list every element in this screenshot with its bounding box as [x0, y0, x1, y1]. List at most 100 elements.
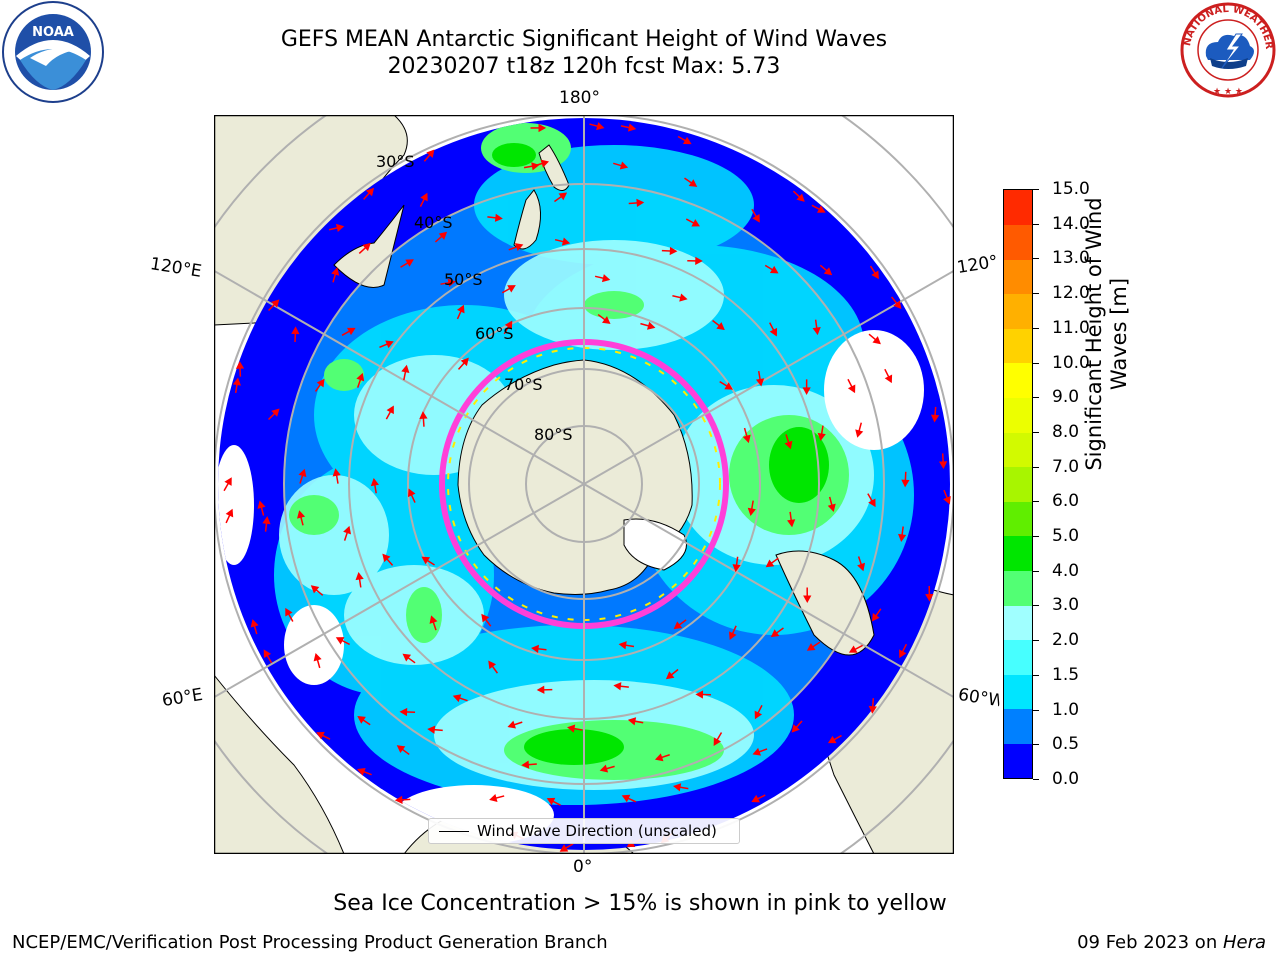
wind-arrow-head: [647, 321, 656, 330]
footer-credit: NCEP/EMC/Verification Post Processing Pr…: [12, 932, 608, 953]
wind-arrow-head: [899, 649, 907, 659]
colorbar-tick-label: 12.0: [1052, 283, 1090, 304]
colorbar-tick-label: 2.0: [1052, 630, 1080, 651]
wind-arrow-head: [447, 278, 456, 287]
wind-arrow-head: [601, 316, 611, 324]
wind-arrow-head: [271, 299, 280, 308]
wind-arrow-head: [356, 372, 365, 382]
wind-arrow-head: [263, 649, 272, 659]
wind-arrow-head: [285, 607, 293, 617]
colorbar: [1003, 189, 1033, 779]
wind-arrow-head: [332, 468, 341, 477]
wind-arrow-head: [426, 149, 435, 158]
wind-arrow-head: [827, 735, 837, 744]
wind-arrow-head: [654, 753, 664, 762]
wind-arrow-head: [546, 797, 556, 806]
wind-arrow-head: [357, 767, 366, 776]
colorbar-tick: [1033, 536, 1039, 538]
svg-text:★ ★ ★: ★ ★ ★: [1213, 87, 1243, 97]
wind-arrow-head: [893, 300, 902, 310]
wind-arrow-head: [742, 434, 751, 444]
wind-arrow-head: [370, 477, 380, 487]
wind-arrow-head: [531, 644, 540, 653]
colorbar-tick: [1033, 223, 1039, 225]
wind-arrow-head: [716, 322, 725, 331]
colorbar-segment: [1004, 259, 1032, 295]
wind-arrow-head: [402, 653, 412, 662]
wind-arrow-head: [817, 432, 826, 441]
colorbar-tick-label: 11.0: [1052, 317, 1090, 338]
wind-arrow-head: [235, 361, 245, 369]
wind-arrow-head: [456, 304, 465, 314]
wind-arrow-head: [538, 123, 547, 133]
wind-arrow-head: [224, 477, 232, 486]
wind-arrow-head: [871, 270, 879, 280]
colorbar-segment: [1004, 362, 1032, 399]
wind-arrow-head: [621, 794, 631, 803]
lon-label-60w: 60°W: [956, 684, 1002, 712]
colorbar-tick-label: 5.0: [1052, 526, 1080, 547]
colorbar-segment: [1004, 432, 1032, 468]
wind-arrow-head: [636, 198, 645, 208]
lat-label-80s: 80°S: [534, 425, 573, 444]
wind-arrow-head: [713, 737, 722, 746]
lon-label-0: 0°: [573, 857, 593, 877]
wind-arrow-head: [855, 429, 864, 438]
wind-arrow-head: [847, 384, 856, 394]
wind-arrow-head: [291, 326, 300, 335]
wind-arrow-head: [601, 274, 611, 283]
lat-label-40s: 40°S: [414, 213, 453, 232]
wind-arrow-head: [679, 293, 688, 302]
wind-arrow-head: [688, 179, 698, 187]
noaa-logo-icon: NOAA: [0, 0, 106, 106]
wind-arrow-head: [481, 613, 490, 623]
wind-arrow-head: [765, 559, 775, 568]
colorbar-tick: [1033, 779, 1039, 780]
wind-arrow-head: [691, 219, 701, 227]
wind-arrow-head: [817, 205, 826, 213]
wind-arrow-head: [791, 724, 800, 733]
colorbar-segment: [1004, 605, 1032, 641]
wind-arrow-head: [596, 122, 605, 131]
wind-arrow-head: [673, 621, 683, 630]
lat-label-30s: 30°S: [376, 152, 415, 171]
colorbar-segment: [1004, 708, 1032, 744]
wind-arrow-head: [868, 705, 877, 714]
colorbar-tick-label: 1.0: [1052, 699, 1080, 720]
colorbar-segment: [1004, 639, 1032, 675]
colorbar-segment: [1004, 570, 1032, 606]
colorbar-tick-label: 10.0: [1052, 352, 1090, 373]
wind-arrow-head: [770, 629, 780, 638]
wind-arrow-head: [682, 136, 692, 145]
wind-arrow-head: [827, 503, 836, 513]
wind-arrow-head: [724, 382, 733, 390]
colorbar-segment: [1004, 397, 1032, 433]
wind-arrow-head: [405, 259, 414, 267]
colorbar-tick: [1033, 744, 1039, 746]
wind-arrow-head: [823, 267, 833, 276]
wind-arrow-head: [298, 468, 307, 478]
wind-arrow-head: [399, 707, 408, 717]
noaa-logo-text: NOAA: [32, 25, 74, 40]
wind-arrow-head: [665, 671, 675, 680]
colorbar-tick-label: 8.0: [1052, 421, 1080, 442]
footer-timestamp: 09 Feb 2023 on Hera: [1077, 932, 1266, 953]
wind-arrow-head: [901, 479, 910, 488]
wind-arrow-head: [812, 327, 821, 336]
footer-host: Hera: [1222, 932, 1266, 953]
colorbar-segment: [1004, 466, 1032, 502]
wind-arrow-head: [357, 716, 366, 724]
colorbar-segment: [1004, 328, 1032, 364]
wind-arrow-head: [494, 213, 503, 222]
wind-arrow-head: [567, 724, 576, 733]
colorbar-tick: [1033, 431, 1039, 433]
wind-arrow-head: [755, 378, 765, 387]
wind-arrow-head: [938, 461, 948, 470]
wind-arrow-head: [427, 725, 436, 734]
wind-arrow-head: [540, 159, 550, 168]
wind-arrow-head: [943, 495, 951, 505]
wind-arrow-head: [618, 641, 627, 650]
map-legend: Wind Wave Direction (unscaled): [428, 818, 740, 844]
lon-label-120w: 120°W: [955, 251, 999, 279]
chart-title: GEFS MEAN Antarctic Significant Height o…: [280, 27, 888, 52]
